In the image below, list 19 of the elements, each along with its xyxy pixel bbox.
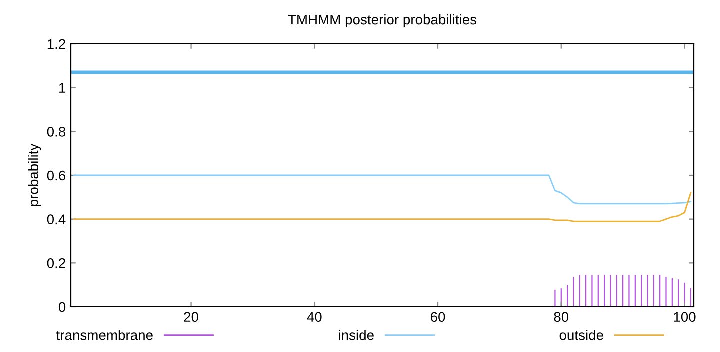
legend-label: outside (560, 330, 604, 340)
y-axis-title: probability (28, 144, 42, 206)
y-tick-label: 0.4 (47, 214, 66, 225)
x-tick-label: 40 (307, 312, 322, 322)
line-series (73, 192, 692, 222)
y-tick-label: 0.6 (47, 170, 66, 181)
y-tick-label: 1 (59, 83, 66, 93)
x-tick-label: 100 (674, 312, 696, 322)
y-tick-label: 1.2 (48, 39, 66, 50)
y-tick-label: 0.8 (47, 127, 66, 137)
x-tick-label: 20 (184, 312, 198, 322)
chart-title: TMHMM posterior probabilities (288, 14, 477, 28)
x-tick-label: 60 (430, 312, 446, 322)
y-tick-label: 0.2 (47, 258, 66, 268)
x-tick-label: 80 (554, 312, 569, 322)
y-tick-label: 0 (58, 302, 66, 312)
legend-label: inside (339, 330, 374, 340)
legend-label: transmembrane (56, 330, 153, 340)
line-series (73, 174, 692, 205)
